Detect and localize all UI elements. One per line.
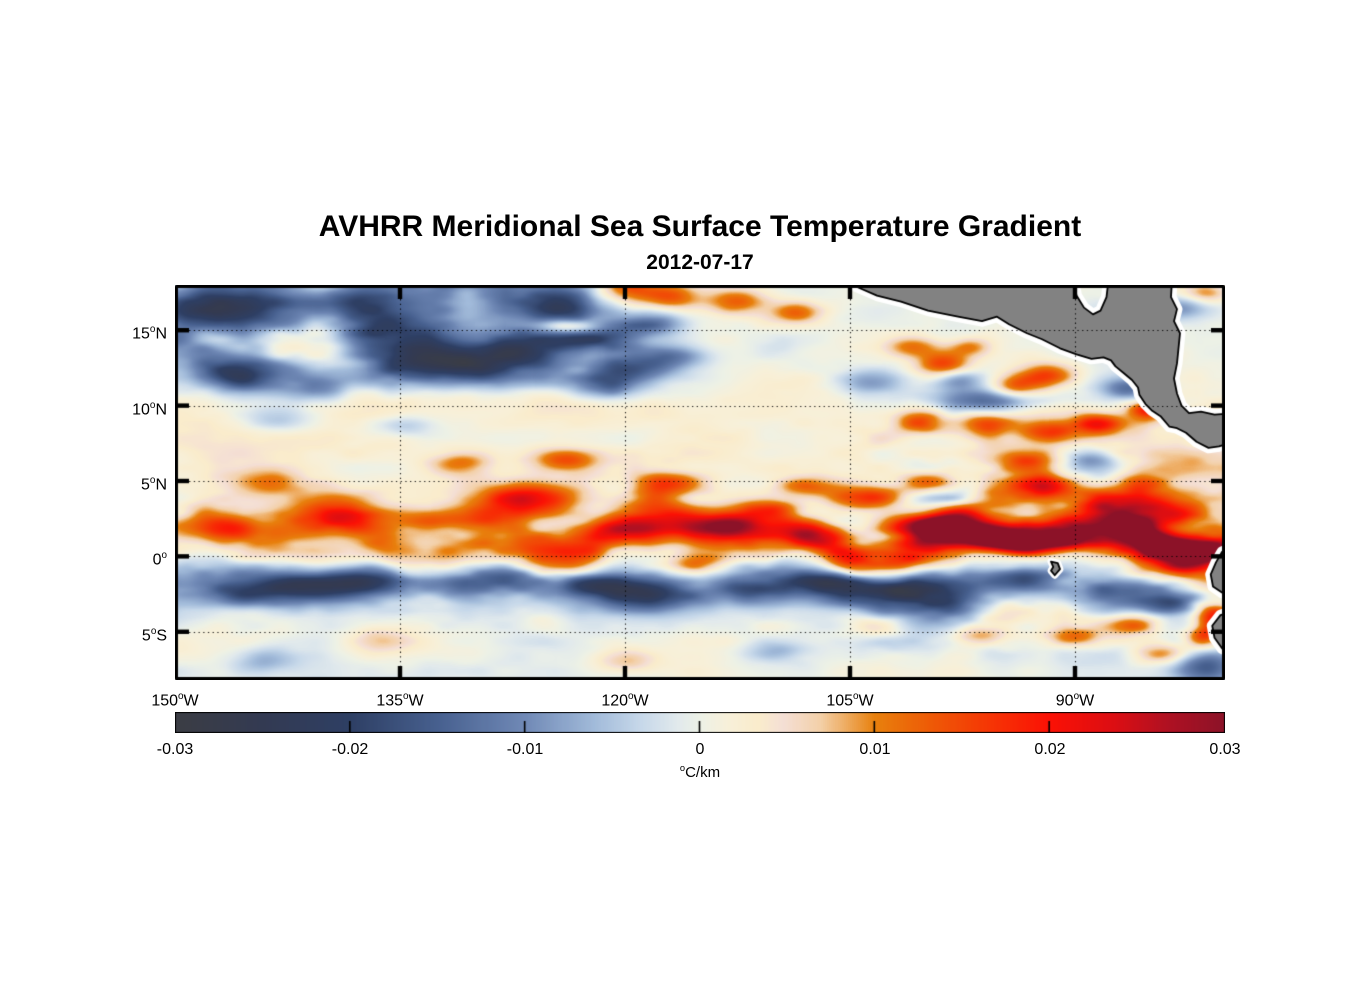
map-canvas — [175, 285, 1225, 680]
y-tick-label: 10oN — [132, 399, 167, 418]
colorbar-tick-label: -0.01 — [506, 741, 544, 758]
chart-title: AVHRR Meridional Sea Surface Temperature… — [318, 210, 1082, 243]
x-tick-label: 135oW — [376, 691, 424, 710]
y-tick-label: 5oS — [141, 625, 167, 645]
x-tick-label: 120oW — [601, 691, 649, 710]
y-tick-label: 5oN — [141, 474, 167, 494]
colorbar-unit-label: oC/km — [679, 763, 721, 781]
colorbar-tick-label: 0 — [695, 741, 705, 758]
colorbar-tick-label: 0.03 — [1209, 741, 1241, 758]
colorbar-tick-label: -0.02 — [331, 741, 369, 758]
colorbar-tick-label: 0.02 — [1034, 741, 1066, 758]
x-tick-label: 105oW — [826, 691, 874, 710]
colorbar-canvas — [175, 712, 1225, 733]
colorbar-tick-label: -0.03 — [156, 741, 194, 758]
chart-subtitle: 2012-07-17 — [646, 251, 754, 274]
y-tick-label: 0o — [152, 550, 167, 569]
x-tick-label: 150oW — [151, 691, 199, 710]
y-tick-label: 15oN — [132, 324, 167, 343]
x-tick-label: 90oW — [1055, 691, 1095, 710]
colorbar-tick-label: 0.01 — [859, 741, 891, 758]
